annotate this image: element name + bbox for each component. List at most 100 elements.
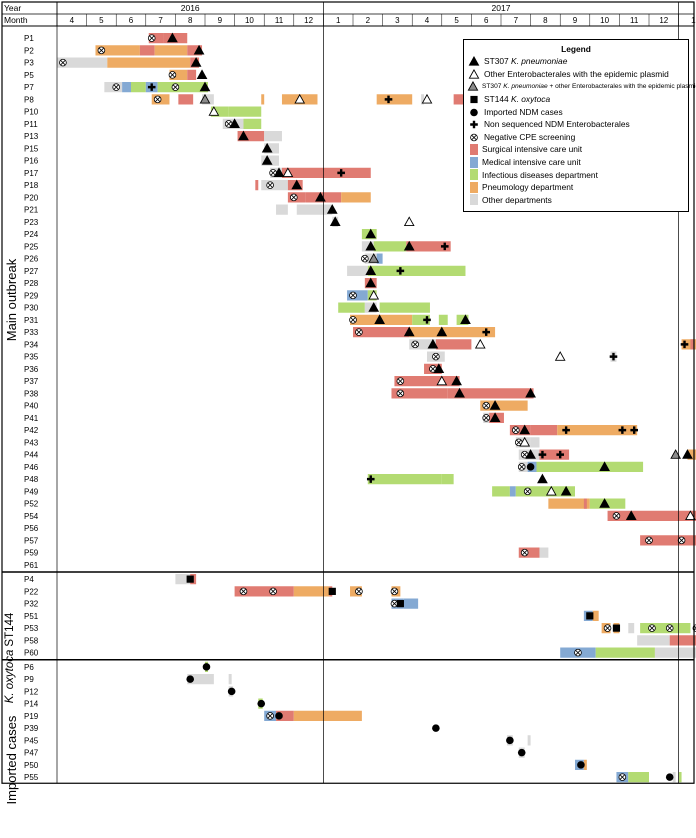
stay-P59 <box>518 547 540 558</box>
legend-text: Pneumology department <box>482 182 573 192</box>
patient-label-P38: P38 <box>24 389 39 398</box>
stay-P40 <box>480 400 501 411</box>
legend-symbol-neg-icon <box>467 131 481 143</box>
event-tri-open-P37 <box>436 375 448 386</box>
stay-P27 <box>347 265 368 276</box>
legend-mark <box>470 108 478 116</box>
patient-label-P44: P44 <box>24 451 39 460</box>
legend-item: Surgical intensive care unit <box>464 143 688 156</box>
legend-text-main: ST144 <box>484 94 512 105</box>
event-tri-P52 <box>599 498 610 508</box>
event-tri-P16 <box>261 155 273 165</box>
event-tri-P27 <box>365 265 377 276</box>
event-plus-P35 <box>609 352 618 361</box>
patient-label-P32: P32 <box>24 600 39 609</box>
patient-label-P25: P25 <box>24 242 39 251</box>
legend-text-italic: K. oxytoca <box>511 94 551 105</box>
event-tri-P3 <box>190 57 202 67</box>
event-tri-P44 <box>682 449 693 459</box>
stay-P21 <box>296 204 333 215</box>
stay-P43 <box>530 437 540 448</box>
month-tick: 1 <box>336 16 341 25</box>
patient-label-P20: P20 <box>24 193 39 202</box>
event-tri-P17 <box>273 167 285 178</box>
year-label: Year <box>4 3 21 13</box>
event-tri-P30 <box>368 302 380 312</box>
stay-P13 <box>264 131 282 142</box>
patient-label-P5: P5 <box>24 71 34 80</box>
patient-label-P12: P12 <box>24 687 39 696</box>
stay-P3 <box>107 57 191 68</box>
legend-text-main: Infectious diseases department <box>482 169 598 180</box>
stay-P22 <box>234 586 294 597</box>
legend-swatch <box>470 181 478 193</box>
stay-P21 <box>276 204 288 215</box>
stay-P18 <box>255 180 259 191</box>
event-plus-P44 <box>556 450 564 459</box>
legend-symbol-tri-icon <box>467 55 481 67</box>
stay-P8 <box>421 94 425 105</box>
event-tri-P49 <box>560 485 572 496</box>
event-neg-P34-cross <box>412 341 418 347</box>
event-plus-P42 <box>630 426 638 434</box>
patient-label-P18: P18 <box>24 181 39 190</box>
patient-label-P14: P14 <box>24 700 39 709</box>
event-plus-P17 <box>337 169 345 177</box>
month-tick: 2 <box>366 16 371 25</box>
stay-P50 <box>583 759 587 770</box>
patient-label-P15: P15 <box>24 144 39 153</box>
event-tri-P24 <box>365 228 377 239</box>
event-tri-P42 <box>519 424 531 435</box>
event-tri-open-P34 <box>474 338 486 349</box>
month-tick: 4 <box>425 16 430 25</box>
stay-P27 <box>367 265 466 276</box>
event-tri-P7 <box>199 81 211 92</box>
patient-label-P45: P45 <box>24 736 39 745</box>
group-label-main: Main outbreak <box>4 258 19 341</box>
event-tri-P36 <box>433 363 445 374</box>
month-tick: 10 <box>600 16 609 25</box>
legend-text-italic: K. pneumoniae <box>503 82 548 90</box>
event-neg-P55-cross <box>619 774 625 780</box>
legend-text-main: Negative CPE screening <box>484 131 576 142</box>
legend-item: Pneumology department <box>464 181 688 194</box>
stay-P53 <box>628 623 635 634</box>
legend: Legend ST307 K. pneumoniae Other Enteroba… <box>463 39 696 212</box>
event-neg-P43-cross <box>516 439 522 445</box>
event-tri-grey-P26 <box>368 253 380 263</box>
patient-label-P17: P17 <box>24 169 39 178</box>
event-plus-P8 <box>384 95 393 104</box>
patient-label-P42: P42 <box>24 426 39 435</box>
legend-text-main: Surgical intensive care unit <box>482 144 583 155</box>
event-tri-P54 <box>625 510 637 521</box>
event-plus-P31 <box>423 316 431 324</box>
patient-label-P13: P13 <box>24 132 39 141</box>
event-plus-P25 <box>440 242 449 251</box>
event-tri-grey-P44 <box>670 449 682 459</box>
stay-P49 <box>492 486 510 497</box>
stay-P17 <box>281 167 371 178</box>
group-label-koxy-st: ST144 <box>4 612 16 646</box>
event-neg-P17-cross <box>270 170 276 176</box>
event-tri-open-P8 <box>421 93 433 104</box>
event-tri-P34 <box>427 338 439 349</box>
patient-label-P39: P39 <box>24 724 39 733</box>
patient-label-P2: P2 <box>24 46 34 55</box>
patient-label-P58: P58 <box>24 636 39 645</box>
event-tri-grey-P8 <box>199 93 211 104</box>
month-tick: 9 <box>218 16 223 25</box>
legend-text: ST307 K. pneumoniae <box>484 56 567 66</box>
stay-P22 <box>293 586 330 597</box>
event-neg-P42-cross <box>513 427 519 433</box>
stay-P58 <box>637 635 670 646</box>
patient-label-P28: P28 <box>24 279 39 288</box>
legend-symbol-tri-open-icon <box>467 68 481 80</box>
stay-P7 <box>131 82 146 93</box>
legend-text-main: Imported NDM cases <box>484 106 563 117</box>
legend-item: Negative CPE screening <box>464 131 688 144</box>
event-plus-P44 <box>538 450 547 459</box>
patient-label-P10: P10 <box>24 108 39 117</box>
patient-label-P56: P56 <box>24 524 39 533</box>
patient-label-P47: P47 <box>24 749 39 758</box>
event-square-P32 <box>396 600 404 608</box>
